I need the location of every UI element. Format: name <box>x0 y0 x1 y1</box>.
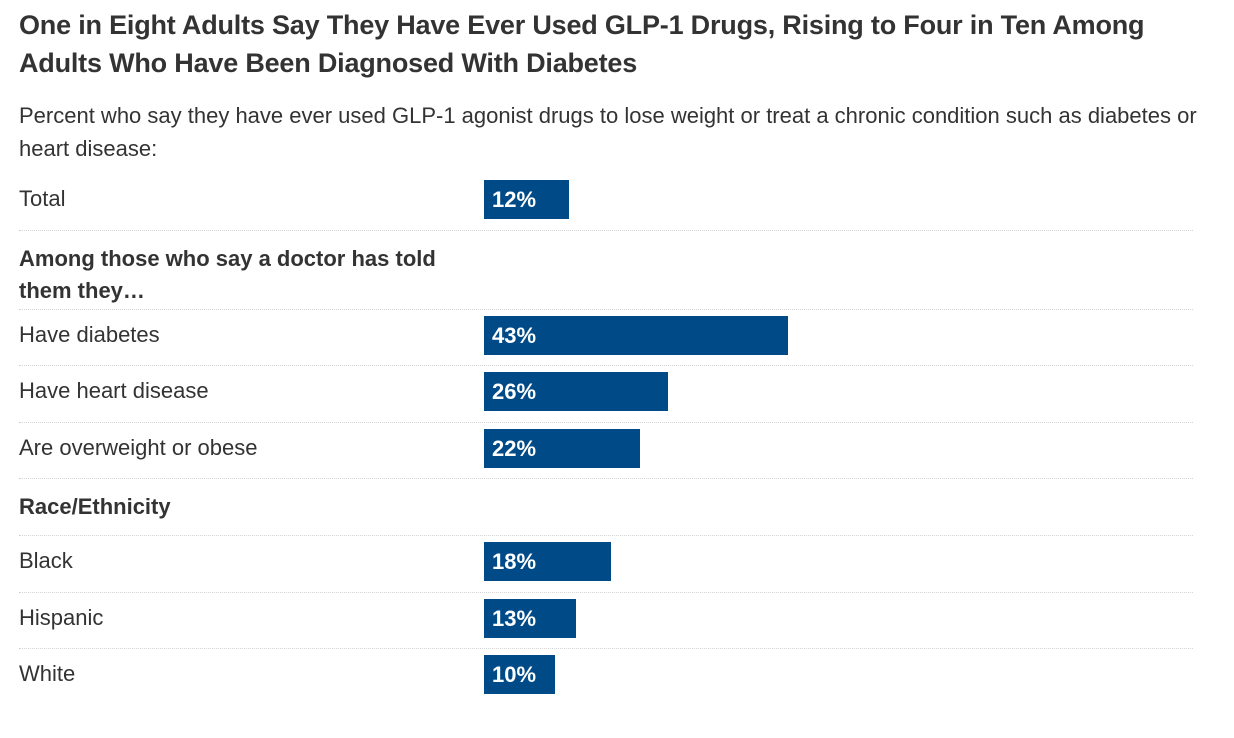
bar-row: Total 12% <box>19 173 1193 231</box>
bar-value-label: 12% <box>492 187 537 212</box>
bar-value-label: 13% <box>492 605 537 631</box>
group-header-row: Among those who say a doctor has told th… <box>19 230 1193 310</box>
bar-value-label: 22% <box>492 435 537 461</box>
bar-row: Have heart disease 26% <box>19 365 1193 423</box>
bar: 26% <box>484 372 668 411</box>
bar-value-label: 10% <box>492 662 537 687</box>
bar-row: Hispanic 13% <box>19 592 1193 649</box>
category-label: Hispanic <box>19 604 104 630</box>
bar: 18% <box>484 542 611 581</box>
category-label: Have diabetes <box>19 321 160 347</box>
bar: 22% <box>484 428 640 468</box>
category-label: Have heart disease <box>19 378 209 403</box>
group-header-label: Among those who say a doctor has told th… <box>19 245 436 303</box>
bar-value-label: 43% <box>492 322 537 348</box>
category-label: Are overweight or obese <box>19 434 258 460</box>
bar-value-label: 26% <box>492 379 537 404</box>
bar: 10% <box>484 655 555 694</box>
bar: 12% <box>484 180 569 219</box>
chart-title: One in Eight Adults Say They Have Ever U… <box>19 10 1145 78</box>
category-label: White <box>19 661 76 686</box>
bar-row: Black 18% <box>19 535 1193 593</box>
category-label: Total <box>19 186 66 211</box>
bar-row: Have diabetes 43% <box>19 309 1193 366</box>
group-header-label: Race/Ethnicity <box>19 494 171 519</box>
chart-subtitle: Percent who say they have ever used GLP-… <box>19 103 1197 161</box>
bar-value-label: 18% <box>492 549 537 574</box>
bar: 43% <box>484 315 788 355</box>
bar-row: Are overweight or obese 22% <box>19 422 1193 479</box>
bar-row: White 10% <box>19 648 1193 705</box>
category-label: Black <box>19 548 73 573</box>
group-header-row: Race/Ethnicity <box>19 478 1193 536</box>
bar: 13% <box>484 598 576 638</box>
